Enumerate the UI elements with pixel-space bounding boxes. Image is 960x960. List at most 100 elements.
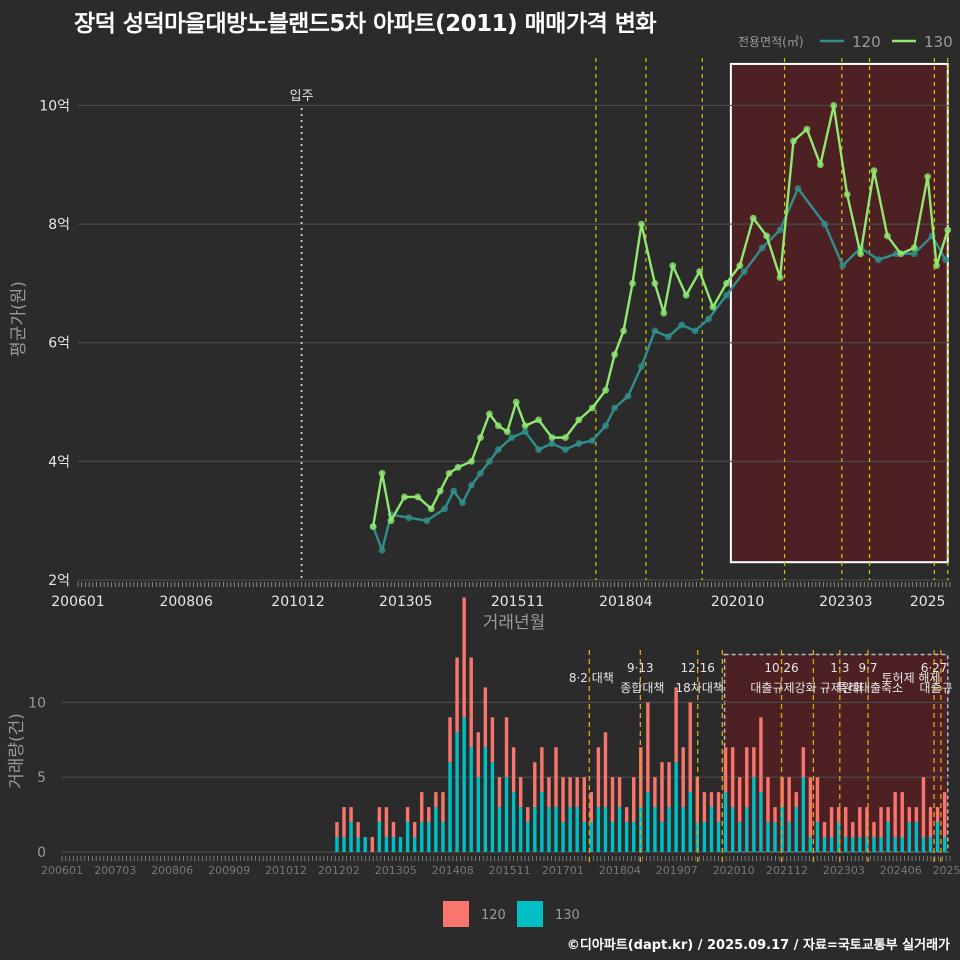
data-point-130 (696, 268, 703, 275)
data-point-120 (776, 226, 784, 234)
volume-y-axis-title: 거래량(건) (7, 713, 27, 789)
volume-bar-120 (377, 807, 382, 823)
volume-bar-130 (391, 837, 396, 852)
volume-bar-120 (801, 747, 806, 778)
volume-bar-130 (914, 822, 919, 852)
volume-x-tick-label: 201907 (656, 864, 698, 877)
y-axis-title: 평균가(원) (9, 281, 29, 357)
volume-x-tick-label: 200703 (94, 864, 136, 877)
volume-bar-120 (886, 807, 890, 823)
event-label: 8·2 대책 (569, 670, 614, 685)
volume-bar-120 (335, 822, 339, 838)
legend-swatch-bar-120 (443, 901, 469, 927)
volume-bar-130 (384, 837, 389, 852)
volume-bar-120 (900, 792, 904, 838)
data-point-130 (638, 220, 645, 228)
data-point-120 (794, 185, 802, 192)
data-point-120 (468, 481, 475, 489)
data-point-120 (638, 363, 645, 370)
data-point-130 (816, 161, 824, 169)
volume-x-tick-label: 201408 (432, 864, 474, 877)
data-point-120 (575, 440, 583, 447)
volume-bar-130 (829, 837, 834, 852)
volume-y-tick-label: 0 (37, 845, 46, 861)
event-label: 규제완화 (820, 681, 864, 695)
volume-bar-120 (632, 777, 636, 823)
volume-x-tick-label: 201305 (375, 864, 417, 877)
data-point-120 (548, 440, 556, 447)
volume-y-tick-label: 10 (28, 695, 46, 711)
data-point-130 (843, 191, 851, 198)
volume-bar-120 (441, 792, 445, 823)
data-point-120 (839, 262, 847, 270)
volume-bar-130 (709, 807, 714, 852)
volume-bar-130 (441, 822, 445, 852)
volume-bar-130 (624, 822, 629, 852)
x-axis-title: 거래년월 (483, 613, 546, 633)
volume-bar-120 (391, 822, 396, 838)
volume-bar-130 (455, 732, 459, 852)
volume-bar-120 (483, 687, 488, 748)
volume-bar-120 (434, 792, 438, 808)
volume-bar-130 (851, 837, 855, 852)
volume-bar-120 (617, 777, 622, 808)
volume-x-tick-label: 202112 (766, 864, 808, 877)
volume-bar-120 (738, 777, 742, 823)
legend-label-bar-130: 130 (555, 908, 580, 923)
volume-bar-120 (879, 807, 883, 838)
data-point-130 (682, 291, 690, 299)
volume-bar-130 (533, 807, 537, 852)
data-point-120 (459, 499, 466, 507)
volume-bar-120 (688, 702, 692, 793)
volume-bar-130 (787, 822, 791, 852)
event-label: 특례대출축소 (837, 681, 903, 695)
data-point-130 (401, 493, 408, 501)
volume-bar-130 (688, 792, 692, 852)
volume-bar-130 (554, 807, 558, 852)
volume-bar-130 (780, 807, 784, 852)
volume-bar-130 (886, 822, 890, 852)
x-tick-label: 201804 (599, 594, 653, 610)
data-point-120 (535, 446, 542, 453)
data-point-120 (875, 256, 882, 264)
volume-bar-120 (759, 717, 763, 793)
volume-bar-130 (723, 792, 728, 852)
volume-bar-120 (469, 657, 473, 748)
data-point-120 (602, 422, 610, 430)
data-point-130 (387, 517, 395, 525)
data-point-120 (588, 437, 596, 445)
volume-bar-120 (603, 732, 608, 808)
volume-x-tick-label: 200806 (151, 864, 193, 877)
volume-bar-130 (660, 822, 664, 852)
volume-bar-130 (730, 807, 735, 852)
volume-bar-120 (547, 777, 551, 808)
volume-bar-130 (427, 822, 431, 852)
volume-x-tick-label: 201511 (489, 864, 531, 877)
volume-bar-130 (702, 822, 707, 852)
data-point-120 (405, 514, 413, 522)
volume-bar-120 (504, 717, 509, 778)
volume-bar-130 (808, 837, 813, 852)
y-tick-label: 2억 (48, 573, 70, 589)
x-tick-label: 201511 (491, 594, 544, 610)
data-point-120 (740, 268, 748, 275)
data-point-130 (486, 410, 493, 418)
volume-bar-120 (540, 747, 544, 793)
data-point-130 (611, 351, 619, 358)
volume-bar-120 (349, 807, 353, 823)
y-tick-label: 8억 (48, 217, 70, 233)
volume-bar-120 (674, 687, 678, 763)
data-point-130 (454, 463, 462, 471)
event-label: 대출규 (919, 681, 952, 695)
volume-bar-120 (660, 762, 664, 823)
volume-bar-120 (420, 792, 424, 823)
volume-x-tick-label: 200909 (208, 864, 250, 877)
data-point-120 (423, 517, 431, 525)
data-point-130 (427, 505, 435, 513)
data-point-120 (378, 546, 386, 554)
volume-bar-120 (914, 807, 919, 823)
volume-bar-130 (412, 837, 417, 852)
volume-bar-120 (836, 807, 841, 823)
move-in-label: 입주 (290, 89, 314, 104)
data-point-130 (468, 457, 475, 465)
